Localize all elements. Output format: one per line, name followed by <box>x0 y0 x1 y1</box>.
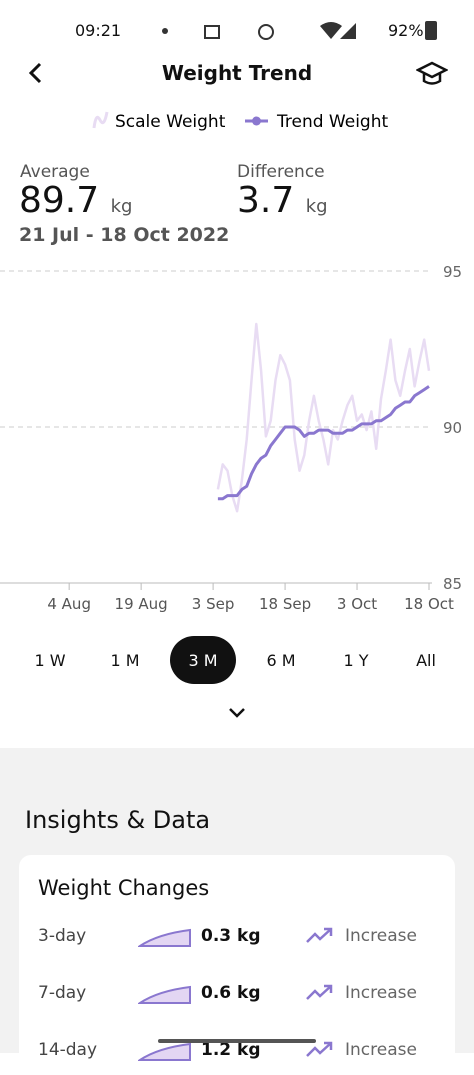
y-tick-label: 85 <box>443 575 462 593</box>
change-row: 3-day 0.3 kg Increase <box>38 918 438 958</box>
page-title: Weight Trend <box>161 61 313 85</box>
range-button[interactable]: 1 W <box>34 650 66 670</box>
x-tick-label: 4 Aug <box>47 595 91 613</box>
trend-arrow <box>306 927 333 943</box>
trend-icon <box>306 984 333 1000</box>
y-tick-label: 95 <box>443 263 462 281</box>
x-tick-label: 19 Aug <box>115 595 168 613</box>
battery-text: 92% <box>388 21 424 40</box>
change-sparkline <box>138 985 191 1004</box>
average-value: 89.7 kg <box>19 180 132 221</box>
legend-label: Trend Weight <box>276 112 388 132</box>
status-icons <box>162 22 356 40</box>
change-sparkline <box>138 928 191 947</box>
difference-label: Difference <box>237 162 325 182</box>
screen: 09:21 92% Weight Trend Scale Weight Trend… <box>0 21 474 1061</box>
legend-icon-scale <box>92 111 109 129</box>
legend: Scale Weight Trend Weight <box>92 111 388 132</box>
difference-number: 3.7 <box>237 180 295 221</box>
gesture-bar <box>158 1039 316 1043</box>
change-direction: Increase <box>345 926 417 946</box>
status-time: 09:21 <box>75 21 122 40</box>
battery-icon <box>425 21 437 40</box>
learn-button[interactable] <box>416 60 448 88</box>
sparkline-area <box>138 985 191 1004</box>
change-direction: Increase <box>345 983 417 1003</box>
x-tick-label: 3 Oct <box>337 595 377 613</box>
difference-value: 3.7 kg <box>237 180 328 221</box>
x-tick-label: 3 Sep <box>192 595 235 613</box>
series-line <box>217 385 430 501</box>
range-button[interactable]: 1 M <box>110 650 140 670</box>
back-button[interactable] <box>24 60 48 86</box>
change-value: 0.6 kg <box>201 983 261 1003</box>
weight-changes-card <box>19 855 455 1075</box>
legend-label: Scale Weight <box>115 112 226 132</box>
change-value: 0.3 kg <box>201 926 261 946</box>
change-value: 1.2 kg <box>201 1040 261 1060</box>
period-label: 14-day <box>38 1040 98 1060</box>
trend-arrow <box>306 1041 333 1057</box>
period: 21 Jul - 18 Oct 2022 <box>19 224 230 246</box>
range-button[interactable]: 1 Y <box>343 650 369 670</box>
expand-button[interactable] <box>227 705 247 721</box>
x-tick-label: 18 Oct <box>404 595 454 613</box>
difference-unit: kg <box>305 196 328 217</box>
sparkline-area <box>138 928 191 947</box>
x-tick-label: 18 Sep <box>259 595 311 613</box>
period-label: 3-day <box>38 926 87 946</box>
change-row: 7-day 0.6 kg Increase <box>38 975 438 1015</box>
y-tick-label: 90 <box>443 419 462 437</box>
range-button[interactable]: 6 M <box>266 650 296 670</box>
period-label: 7-day <box>38 983 87 1003</box>
trend-icon <box>306 927 333 943</box>
chart: 85 90 95 4 Aug 19 Aug 3 Sep 18 Sep 3 Oct 18 Oct <box>0 263 462 613</box>
change-direction: Increase <box>345 1040 417 1060</box>
average-label: Average <box>20 162 90 182</box>
trend-arrow <box>306 984 333 1000</box>
sparkline-area <box>138 1042 191 1061</box>
range-button[interactable]: 3 M <box>170 636 236 684</box>
range-button[interactable]: All <box>416 650 436 670</box>
card-title: Weight Changes <box>38 876 210 900</box>
insights-title: Insights & Data <box>25 806 211 834</box>
legend-icon-trend-dot <box>252 116 261 126</box>
average-number: 89.7 <box>19 180 100 221</box>
trend-icon <box>306 1041 333 1057</box>
series-line <box>216 322 431 513</box>
average-unit: kg <box>110 196 133 217</box>
change-row: 14-day 1.2 kg Increase <box>38 1032 438 1072</box>
